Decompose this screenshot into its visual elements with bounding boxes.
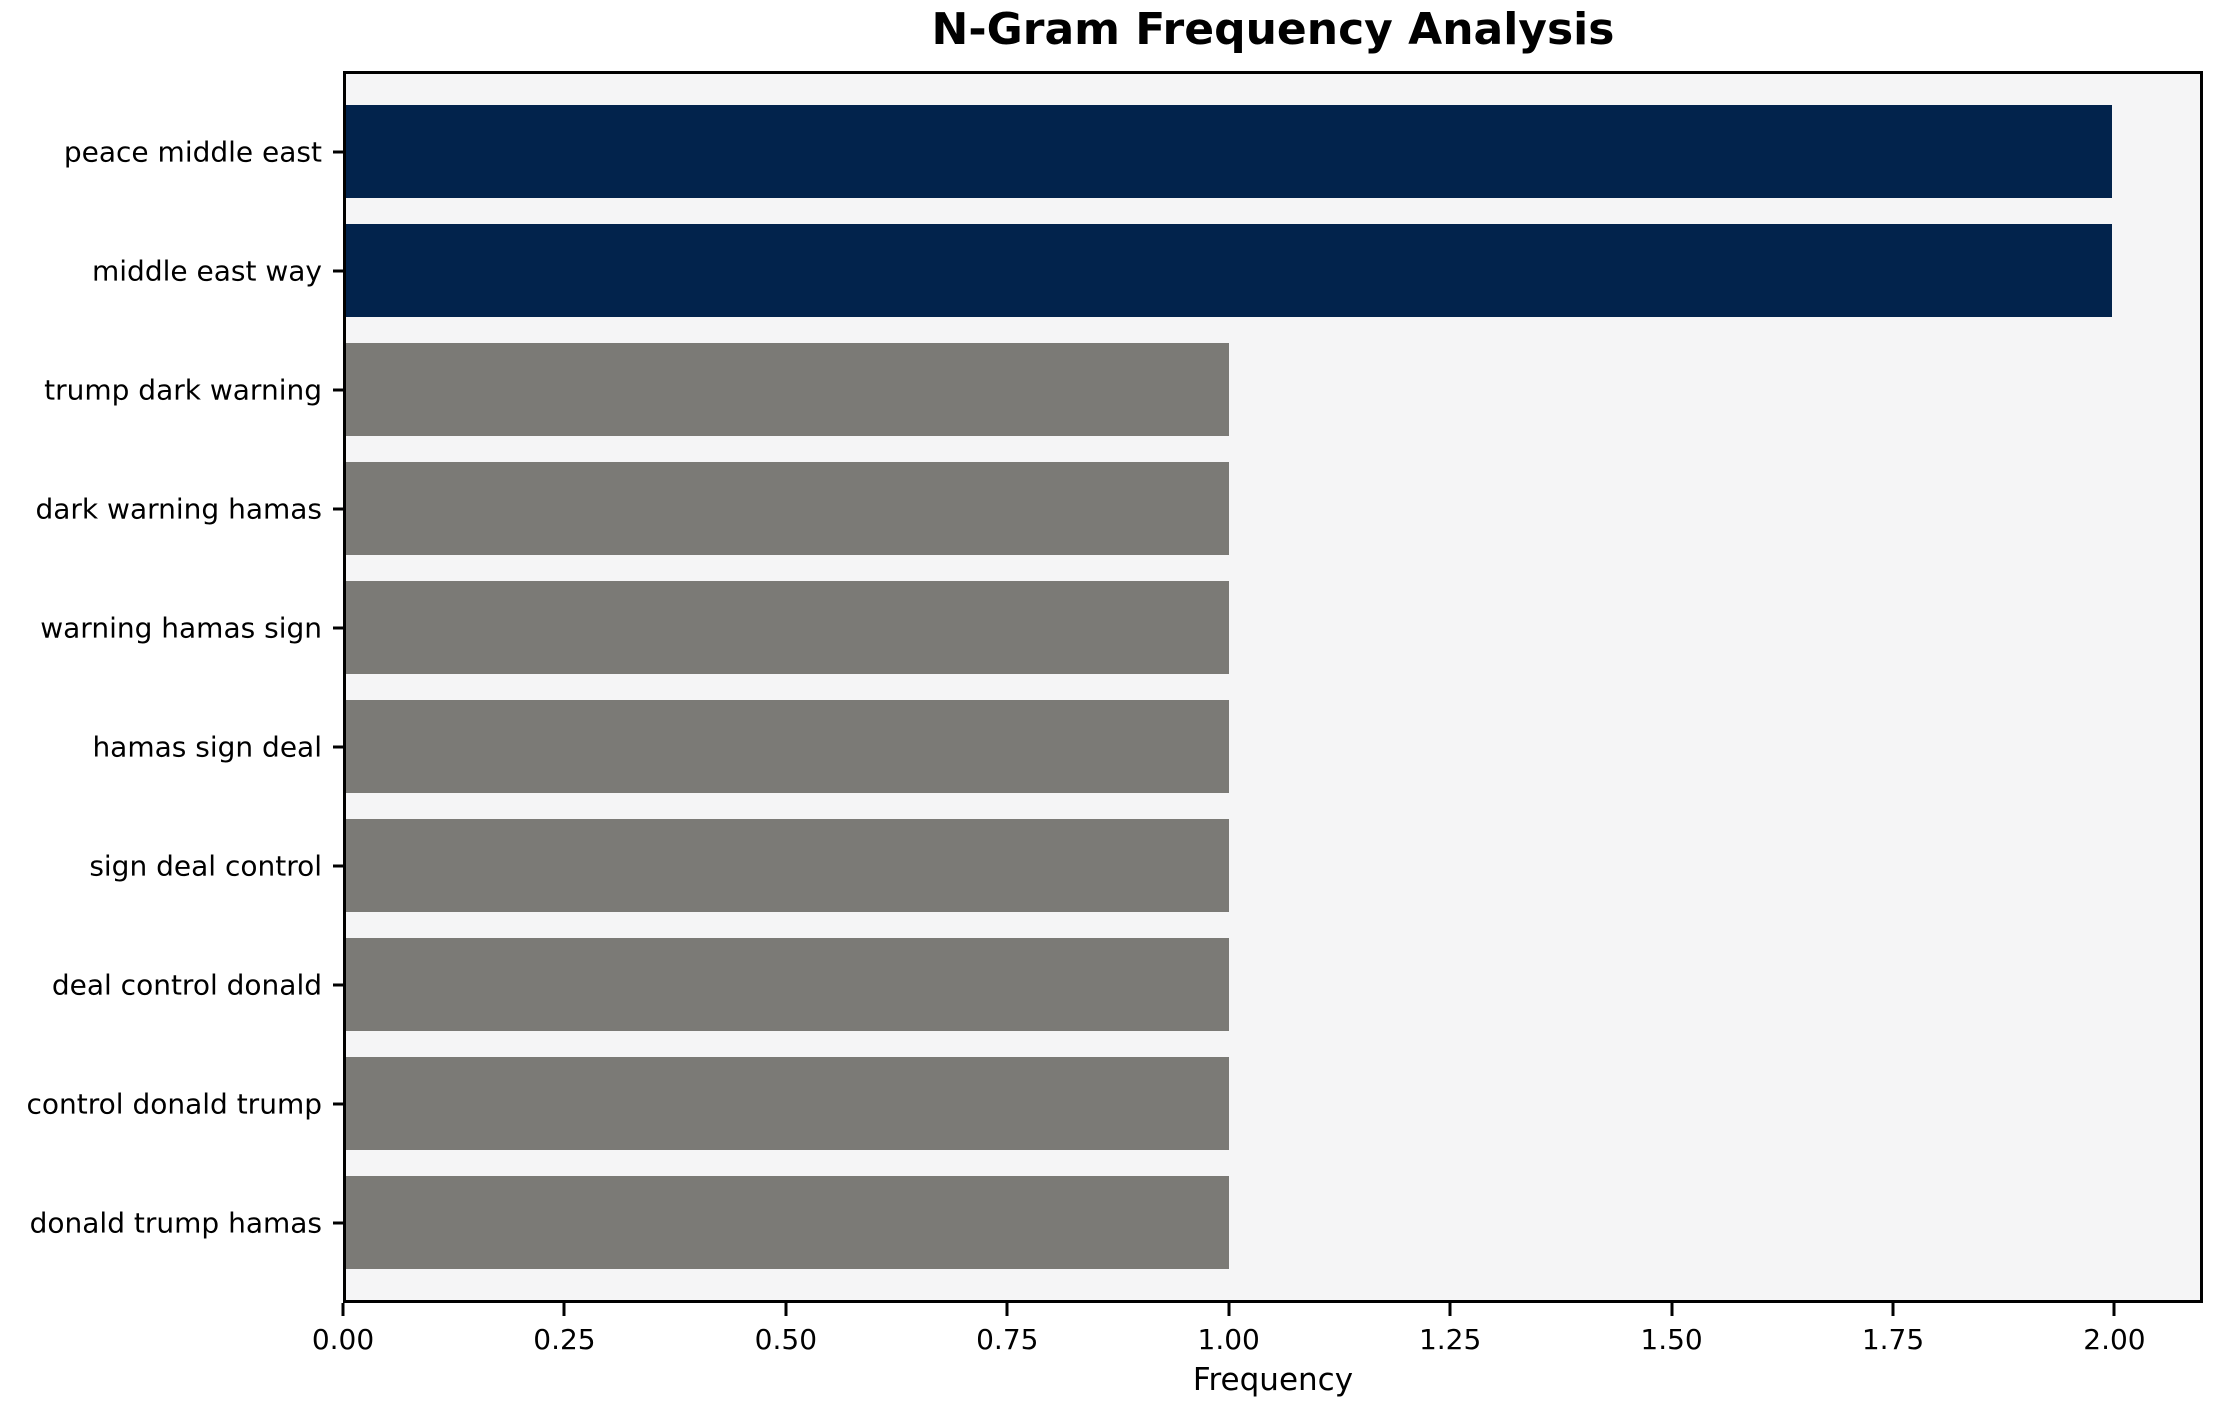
bar-row: trump dark warning — [44, 330, 2200, 449]
x-tick-mark — [1670, 1303, 1674, 1316]
category-label: donald trump hamas — [29, 1206, 322, 1239]
x-tick-mark — [341, 1303, 345, 1316]
frequency-bar — [346, 1057, 1229, 1150]
bar-row: control donald trump — [26, 1044, 2200, 1163]
category-label: hamas sign deal — [92, 730, 322, 763]
chart-title: N-Gram Frequency Analysis — [931, 4, 1615, 55]
bar-row: warning hamas sign — [40, 568, 2200, 687]
x-axis-label: Frequency — [1192, 1362, 1354, 1398]
x-tick-mark — [1005, 1303, 1009, 1316]
x-tick-label: 0.25 — [533, 1323, 596, 1356]
category-label: trump dark warning — [44, 373, 322, 406]
category-label: peace middle east — [63, 135, 322, 168]
y-tick-mark — [333, 864, 343, 867]
category-label: warning hamas sign — [40, 611, 322, 644]
x-tick-mark — [2112, 1303, 2116, 1316]
category-label: dark warning hamas — [35, 492, 322, 525]
bar-row: sign deal control — [89, 806, 2200, 925]
frequency-bar — [346, 700, 1229, 793]
y-tick-mark — [333, 983, 343, 986]
frequency-bar — [346, 1176, 1229, 1269]
x-tick-label: 0.50 — [754, 1323, 818, 1356]
plot-area: peace middle east middle east way trump da… — [26, 71, 2203, 1303]
x-tick-label: 2.00 — [2083, 1323, 2146, 1356]
category-label: sign deal control — [89, 849, 322, 882]
frequency-bar — [346, 343, 1229, 436]
y-tick-mark — [333, 388, 343, 391]
y-tick-mark — [333, 269, 343, 272]
x-tick-mark — [1227, 1303, 1231, 1316]
x-tick-mark — [1891, 1303, 1895, 1316]
x-tick-mark — [1448, 1303, 1452, 1316]
y-tick-mark — [333, 1102, 343, 1105]
frequency-bar — [346, 105, 2112, 198]
bar-row: donald trump hamas — [30, 1163, 2200, 1282]
x-tick-mark — [784, 1303, 788, 1316]
category-label: control donald trump — [26, 1087, 322, 1120]
x-tick-label: 1.75 — [1861, 1323, 1925, 1356]
bar-row: deal control donald — [52, 925, 2200, 1044]
x-axis: 0.00 0.25 0.50 0.75 1.00 1.25 1.50 1.75 2.00 — [312, 1303, 2203, 1373]
x-tick-label: 0.00 — [311, 1323, 375, 1356]
bar-row: peace middle east — [64, 92, 2200, 211]
x-tick-label: 1.25 — [1418, 1323, 1482, 1356]
frequency-bar — [346, 462, 1229, 555]
category-label: middle east way — [92, 254, 322, 287]
x-tick-mark — [562, 1303, 566, 1316]
category-label: deal control donald — [51, 968, 322, 1001]
frequency-bar — [346, 938, 1229, 1031]
bar-row: middle east way — [92, 211, 2200, 330]
x-tick-label: 1.00 — [1197, 1323, 1260, 1356]
frequency-bar — [346, 819, 1229, 912]
y-tick-mark — [333, 626, 343, 629]
x-tick-label: 1.50 — [1640, 1323, 1703, 1356]
bar-row: hamas sign deal — [92, 687, 2200, 806]
y-tick-mark — [333, 150, 343, 153]
y-tick-mark — [333, 745, 343, 748]
bar-row: dark warning hamas — [35, 449, 2200, 568]
x-tick-label: 0.75 — [976, 1323, 1039, 1356]
y-tick-mark — [333, 1221, 343, 1224]
y-tick-mark — [333, 507, 343, 510]
frequency-bar — [346, 224, 2112, 317]
frequency-bar — [346, 581, 1229, 674]
